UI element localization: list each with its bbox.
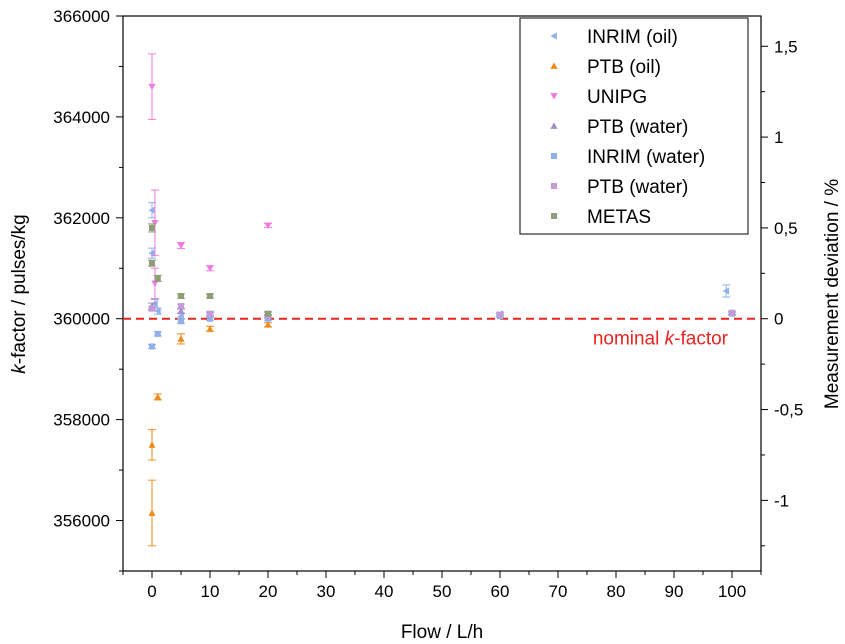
data-point (206, 325, 214, 332)
y-tick-label: 360000 (53, 310, 110, 329)
data-point (178, 293, 184, 300)
data-point (207, 293, 213, 300)
series-3 (148, 302, 736, 320)
x-tick-label: 30 (317, 582, 336, 601)
series-2 (148, 53, 272, 300)
data-point (722, 287, 730, 295)
data-point (148, 83, 156, 91)
y-axis-title: k-factor / pulses/kg (9, 214, 30, 373)
x-tick-label: 0 (147, 582, 156, 601)
label-part: nominal (593, 329, 665, 350)
y2-tick-label: 0,5 (774, 219, 798, 238)
data-point (154, 307, 161, 315)
y-tick-label: 366000 (53, 7, 110, 26)
data-point (264, 222, 272, 229)
data-point (151, 299, 158, 308)
y2-tick-label: -0,5 (774, 401, 803, 420)
data-point (207, 310, 213, 317)
data-point (149, 260, 155, 267)
label-part: k (9, 363, 30, 374)
legend-marker (551, 153, 557, 159)
legend: INRIM (oil) PTB (oil) UNIPG PTB (water) INRI… (519, 17, 749, 235)
data-point (206, 265, 214, 272)
data-point (154, 275, 161, 282)
x-tick-label: 10 (201, 582, 220, 601)
y2-tick-label: 1,5 (774, 37, 798, 56)
data-point (178, 318, 184, 325)
series-1 (148, 321, 272, 547)
data-point (177, 307, 185, 315)
data-point (149, 224, 155, 231)
legend-label: METAS (587, 207, 651, 228)
x-tick-label: 50 (433, 582, 452, 601)
x-tick-label: 60 (491, 582, 510, 601)
data-point (148, 206, 155, 214)
x-tick-label: 100 (718, 582, 746, 601)
nominal-k-factor-label: nominal k-factor (593, 329, 729, 350)
legend-label: PTB (oil) (587, 57, 661, 78)
legend-box (519, 17, 749, 235)
data-point (148, 441, 156, 448)
label-part: k (665, 329, 676, 350)
data-point (177, 312, 184, 320)
data-point (151, 219, 159, 227)
y-tick-label: 364000 (53, 108, 110, 127)
data-point (154, 393, 162, 400)
y2-tick-label: 1 (774, 128, 783, 147)
x-tick-label: 80 (607, 582, 626, 601)
data-point (177, 242, 185, 250)
data-point (148, 249, 155, 257)
data-group (148, 53, 736, 547)
legend-label: PTB (water) (587, 177, 688, 198)
label-part: -factor (674, 329, 729, 350)
data-point (148, 509, 156, 516)
data-point (729, 309, 735, 316)
y-tick-label: 356000 (53, 512, 110, 531)
legend-marker (550, 122, 558, 129)
data-point (265, 310, 271, 317)
data-point (178, 303, 184, 310)
y2-tick-label: -1 (774, 491, 789, 510)
x-axis-title: Flow / L/h (401, 622, 483, 643)
series-6 (148, 223, 272, 317)
axes-group: 0 10 20 30 40 50 60 70 80 90 100356000358000360000… (53, 7, 803, 601)
data-point (149, 343, 155, 350)
legend-label: INRIM (oil) (587, 27, 678, 48)
series-5 (148, 303, 736, 320)
x-tick-label: 20 (259, 582, 278, 601)
legend-marker (550, 32, 557, 40)
data-point (264, 321, 272, 328)
data-point (149, 305, 155, 312)
data-point (207, 315, 213, 322)
x-tick-label: 70 (549, 582, 568, 601)
legend-label: UNIPG (587, 87, 647, 108)
data-point (497, 311, 503, 318)
legend-marker (551, 213, 557, 219)
data-point (151, 280, 159, 288)
x-tick-label: 90 (665, 582, 684, 601)
legend-label: PTB (water) (587, 117, 688, 138)
legend-marker (551, 183, 557, 189)
legend-label: INRIM (water) (587, 147, 705, 168)
y2-tick-label: 0 (774, 310, 783, 329)
right-axis-title: Measurement deviation / % (822, 179, 843, 409)
legend-marker (550, 93, 558, 100)
legend-marker (550, 62, 558, 69)
x-tick-label: 40 (375, 582, 394, 601)
reference-line-group: nominal k-factor (123, 317, 761, 350)
y-tick-label: 358000 (53, 411, 110, 430)
data-point (177, 335, 185, 342)
label-part: -factor / pulses/kg (9, 214, 30, 364)
y-tick-label: 362000 (53, 209, 110, 228)
data-point (154, 330, 161, 337)
